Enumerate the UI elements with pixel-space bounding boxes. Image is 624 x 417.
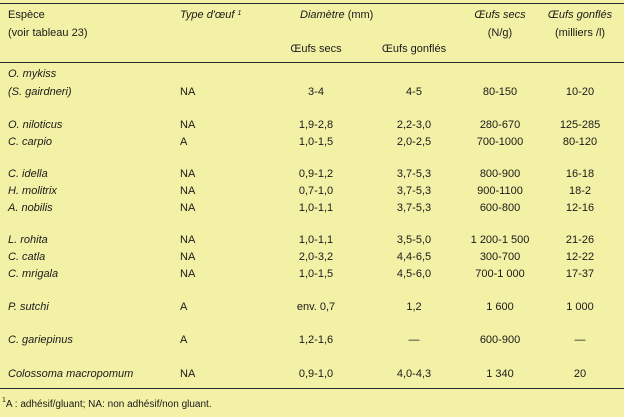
diam-secs: 1,0-1,1 (298, 234, 334, 246)
header-oeufs-secs: Œufs secs (474, 9, 526, 21)
oeufs-gonfles: 10-20 (565, 86, 595, 98)
oeufs-gonfles: 125-285 (559, 119, 601, 131)
species: O. niloticus (8, 119, 63, 131)
egg-type: A (180, 334, 188, 346)
diam-gonfles: 1,2 (406, 301, 422, 313)
species: (S. gairdneri) (8, 86, 72, 98)
diam-secs: 0,9-1,2 (298, 168, 334, 180)
header-oeufs-secs-unit: (N/g) (487, 27, 513, 39)
species: C. carpio (8, 136, 53, 148)
oeufs-gonfles: 20 (573, 368, 587, 380)
oeufs-gonfles: 12-22 (565, 251, 595, 263)
top-rule (0, 3, 624, 4)
diam-secs: 1,0-1,5 (298, 268, 334, 280)
oeufs-secs: 280-670 (479, 119, 521, 131)
bottom-rule (0, 388, 624, 389)
egg-type: NA (180, 234, 196, 246)
species: C. catla (8, 251, 46, 263)
oeufs-gonfles: 80-120 (562, 136, 598, 148)
egg-type: NA (180, 185, 196, 197)
species: C. idella (8, 168, 48, 180)
egg-type: A (180, 136, 188, 148)
footnote: 1A : adhésif/gluant; NA: non adhésif/non… (2, 397, 212, 410)
diam-gonfles: 4,4-6,5 (396, 251, 432, 263)
oeufs-gonfles: 1 000 (566, 301, 594, 313)
diam-secs: 1,2-1,6 (298, 334, 334, 346)
diam-gonfles: 4,5-6,0 (396, 268, 432, 280)
header-espece: Espèce (8, 9, 45, 21)
egg-type: NA (180, 368, 196, 380)
diam-secs: 0,7-1,0 (298, 185, 334, 197)
header-rule (0, 62, 624, 63)
header-secs-sub: Œufs secs (290, 43, 342, 55)
oeufs-secs: 600-900 (479, 334, 521, 346)
species: A. nobilis (8, 202, 53, 214)
species: H. molitrix (8, 185, 57, 197)
header-gonfles-sub: Œufs gonflés (381, 43, 447, 55)
diam-gonfles: 3,7-5,3 (396, 202, 432, 214)
oeufs-secs: 600-800 (479, 202, 521, 214)
oeufs-gonfles: 18-2 (568, 185, 592, 197)
header-espece-sub: (voir tableau 23) (8, 27, 88, 39)
oeufs-secs: 700-1000 (476, 136, 524, 148)
diam-secs: 1,0-1,1 (298, 202, 334, 214)
oeufs-secs: 80-150 (482, 86, 518, 98)
species: L. rohita (8, 234, 48, 246)
oeufs-secs: 1 600 (486, 301, 514, 313)
egg-type: NA (180, 168, 196, 180)
diam-secs: 2,0-3,2 (298, 251, 334, 263)
oeufs-gonfles: 17-37 (565, 268, 595, 280)
oeufs-secs: 900-1100 (477, 185, 523, 197)
diam-secs: 0,9-1,0 (298, 368, 334, 380)
oeufs-gonfles: 12-16 (565, 202, 595, 214)
egg-type: NA (180, 119, 196, 131)
header-oeufs-gonfles-unit: (milliers /l) (554, 27, 606, 39)
diam-gonfles: 2,2-3,0 (396, 119, 432, 131)
diam-gonfles: 3,7-5,3 (396, 168, 432, 180)
oeufs-secs: 300-700 (479, 251, 521, 263)
diam-gonfles: — (408, 334, 420, 346)
oeufs-secs: 1 200-1 500 (470, 234, 530, 246)
species: C. mrigala (8, 268, 59, 280)
oeufs-secs: 700-1 000 (475, 268, 525, 280)
egg-type: A (180, 301, 188, 313)
egg-type: NA (180, 86, 196, 98)
oeufs-gonfles: — (574, 334, 586, 346)
diam-secs: env. 0,7 (296, 301, 336, 313)
diam-secs: 1,0-1,5 (298, 136, 334, 148)
diam-gonfles: 3,5-5,0 (396, 234, 432, 246)
oeufs-secs: 800-900 (479, 168, 521, 180)
species: C. gariepinus (8, 334, 73, 346)
diam-gonfles: 4-5 (406, 86, 422, 98)
header-diametre: Diamètre (mm) (300, 9, 374, 21)
header-oeufs-gonfles: Œufs gonflés (547, 9, 613, 21)
egg-type: NA (180, 251, 196, 263)
diam-gonfles: 4,0-4,3 (396, 368, 432, 380)
oeufs-secs: 1 340 (486, 368, 514, 380)
oeufs-gonfles: 16-18 (565, 168, 595, 180)
egg-type: NA (180, 268, 196, 280)
diam-gonfles: 2,0-2,5 (396, 136, 432, 148)
oeufs-gonfles: 21-26 (565, 234, 595, 246)
diam-gonfles: 3,7-5,3 (396, 185, 432, 197)
species: Colossoma macropomum (8, 368, 134, 380)
species: P. sutchi (8, 301, 49, 313)
diam-secs: 1,9-2,8 (298, 119, 334, 131)
header-type: Type d'œuf 1 (180, 9, 242, 21)
egg-type: NA (180, 202, 196, 214)
diam-secs: 3-4 (308, 86, 324, 98)
species: O. mykiss (8, 68, 57, 80)
